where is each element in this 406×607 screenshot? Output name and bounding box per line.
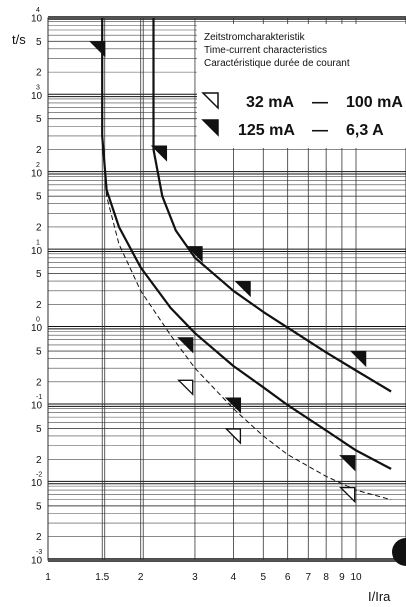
y-tick-minor-label: 2	[36, 300, 42, 311]
y-tick-minor-label: 2	[36, 377, 42, 388]
legend: Zeitstromcharakteristik Time-current cha…	[197, 24, 406, 148]
y-tick-minor-label: 2	[36, 455, 42, 466]
filled-triangle-marker	[339, 455, 356, 472]
y-tick-exponent: -3	[36, 549, 42, 556]
y-tick-minor-label: 5	[36, 269, 42, 280]
y-tick-exponent: 3	[36, 84, 40, 91]
x-tick-label: 7	[306, 572, 312, 583]
filled-triangle-marker	[350, 350, 367, 368]
x-tick-label: 3	[192, 572, 198, 583]
y-tick-minor-label: 5	[36, 424, 42, 435]
x-axis-label: I/Ira	[368, 589, 391, 604]
y-tick-decade-label: 10	[31, 401, 43, 412]
y-tick-decade-label: 10	[31, 14, 43, 25]
y-tick-labels: 104521035210252101521005210-15210-25210-…	[31, 7, 43, 567]
open-triangle-marker	[339, 486, 356, 504]
y-tick-exponent: -2	[36, 472, 42, 479]
solid-curve	[152, 18, 392, 393]
y-tick-minor-label: 5	[36, 37, 42, 48]
y-tick-exponent: 4	[36, 7, 40, 14]
y-tick-exponent: 0	[36, 317, 40, 324]
y-tick-decade-label: 10	[31, 556, 43, 567]
x-tick-label: 5	[261, 572, 267, 583]
y-tick-minor-label: 2	[36, 68, 42, 79]
filled-triangle-marker	[186, 246, 203, 263]
legend-entry-2-dash: —	[312, 122, 328, 139]
y-tick-exponent: -1	[36, 394, 42, 401]
dashed-curve	[101, 135, 392, 501]
filled-triangle-icon	[201, 119, 219, 137]
filled-triangle-marker	[224, 397, 242, 414]
y-axis-label: t/s	[12, 32, 26, 47]
legend-entry-2-to: 6,3 A	[346, 122, 384, 139]
y-tick-minor-label: 2	[36, 532, 42, 543]
curve-markers	[89, 41, 367, 504]
curves	[101, 18, 392, 501]
x-tick-label: 8	[323, 572, 329, 583]
y-tick-minor-label: 5	[36, 192, 42, 203]
legend-entry-1-from: 32 mA	[246, 94, 294, 111]
legend-title-de: Zeitstromcharakteristik	[204, 32, 306, 43]
grid	[47, 16, 406, 562]
x-tick-label: 9	[339, 572, 345, 583]
open-triangle-icon	[201, 92, 219, 110]
y-tick-decade-label: 10	[31, 478, 43, 489]
legend-title-fr: Caractéristique durée de courant	[204, 58, 350, 69]
legend-entry-1-to: 100 mA	[346, 94, 403, 111]
y-tick-minor-label: 2	[36, 222, 42, 233]
filled-triangle-marker	[150, 145, 168, 162]
x-tick-label: 1.5	[95, 572, 109, 583]
open-triangle-marker	[177, 379, 194, 396]
open-triangle-marker	[224, 428, 242, 445]
y-tick-exponent: 2	[36, 162, 40, 169]
x-tick-label: 4	[231, 572, 237, 583]
solid-curve	[101, 18, 392, 470]
y-tick-minor-label: 5	[36, 114, 42, 125]
x-tick-label: 2	[138, 572, 144, 583]
filled-triangle-marker	[177, 337, 194, 354]
x-tick-label: 1	[45, 572, 51, 583]
x-tick-label: 10	[350, 572, 362, 583]
y-tick-decade-label: 10	[31, 323, 43, 334]
legend-background	[197, 24, 406, 148]
y-tick-exponent: 1	[36, 239, 40, 246]
filled-triangle-marker	[89, 41, 106, 58]
legend-entry-1-dash: —	[312, 94, 328, 111]
y-tick-decade-label: 10	[31, 246, 43, 257]
y-tick-minor-label: 5	[36, 501, 42, 512]
legend-entry-2-from: 125 mA	[238, 122, 295, 139]
y-tick-decade-label: 10	[31, 168, 43, 179]
y-tick-minor-label: 2	[36, 145, 42, 156]
x-tick-label: 6	[285, 572, 291, 583]
legend-title-en: Time-current characteristics	[204, 45, 327, 56]
corner-mark	[392, 538, 406, 566]
x-tick-labels: 1 1.5 2 3 4 5 6 7 8 9 10	[45, 572, 362, 583]
y-tick-decade-label: 10	[31, 91, 43, 102]
filled-triangle-marker	[234, 280, 251, 298]
y-tick-minor-label: 5	[36, 347, 42, 358]
